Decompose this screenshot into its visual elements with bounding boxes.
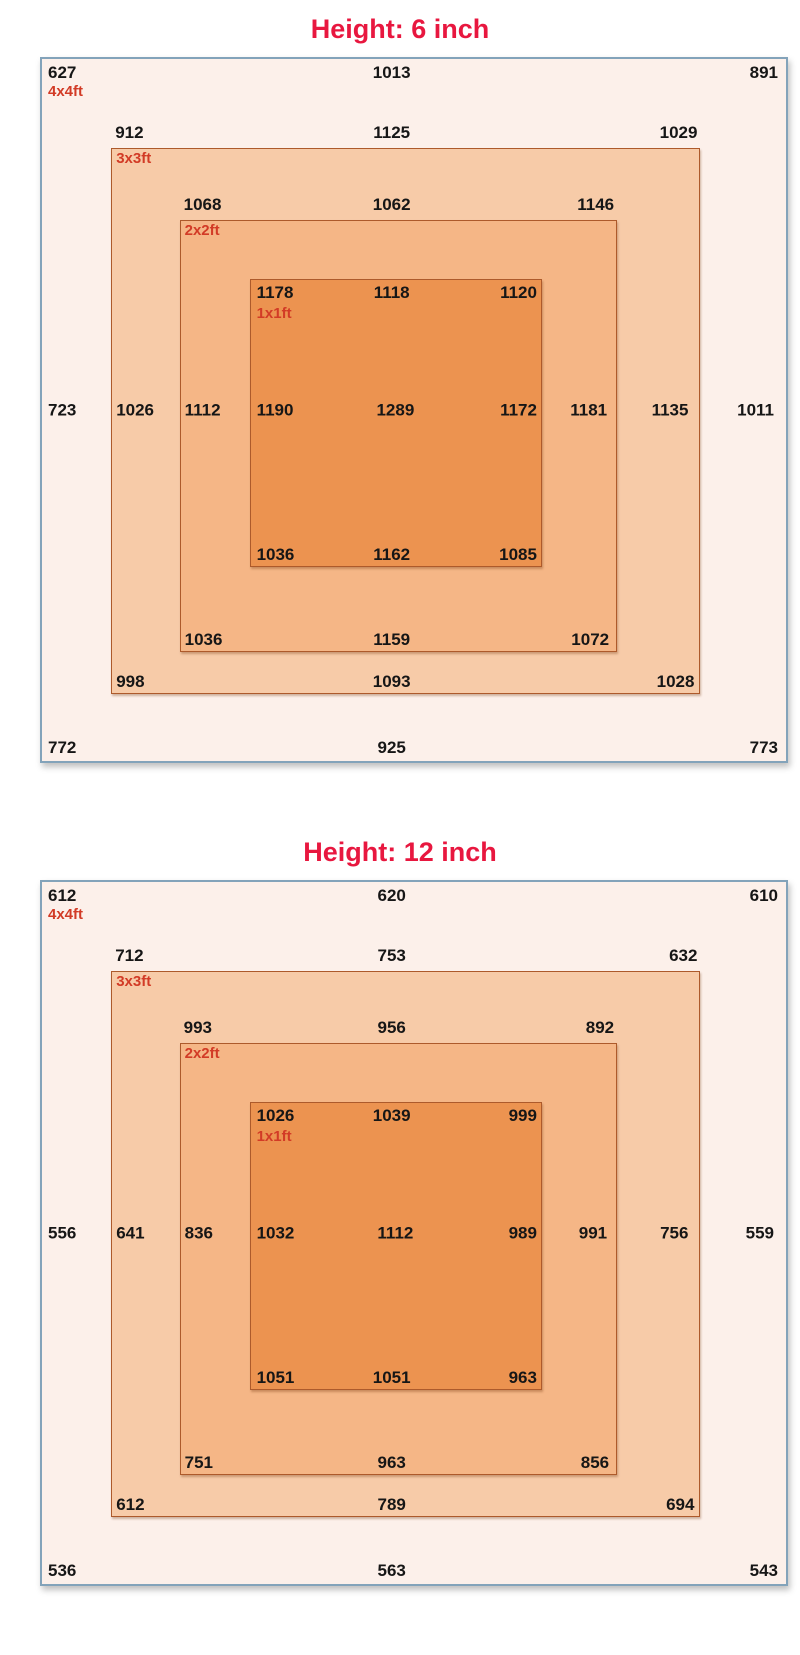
area-label-4x4ft: 4x4ft xyxy=(48,83,84,100)
ppfd-value: 1112 xyxy=(184,400,221,420)
ppfd-value: 1039 xyxy=(372,1106,411,1126)
area-label-3x3ft: 3x3ft xyxy=(116,973,152,991)
ppfd-value: 891 xyxy=(749,63,778,82)
ppfd-value: 753 xyxy=(377,946,406,966)
area-label-4x4ft: 4x4ft xyxy=(48,906,84,923)
par-map-figure-6inch: Height: 6 inch 4x4ft 3x3ft 2x2ft 1x1ft 6… xyxy=(0,14,800,763)
ppfd-value: 612 xyxy=(116,1494,145,1514)
area-label-2x2ft: 2x2ft xyxy=(184,1044,220,1062)
ppfd-value: 632 xyxy=(669,946,698,966)
ppfd-value: 1036 xyxy=(256,545,295,565)
par-map-4x4ft-area: 4x4ft 3x3ft 2x2ft 1x1ft 612 620 610 712 … xyxy=(40,880,788,1586)
ppfd-value: 912 xyxy=(115,123,144,143)
ppfd-value: 772 xyxy=(48,738,77,757)
ppfd-value: 1125 xyxy=(373,123,411,143)
ppfd-value: 1068 xyxy=(183,194,222,214)
ppfd-value: 993 xyxy=(183,1017,212,1037)
ppfd-value-center: 1112 xyxy=(377,1223,414,1243)
ppfd-value: 991 xyxy=(578,1223,608,1243)
area-label-1x1ft: 1x1ft xyxy=(256,1128,292,1146)
ppfd-value: 999 xyxy=(508,1106,537,1126)
ppfd-value: 1051 xyxy=(256,1368,295,1388)
ppfd-value: 694 xyxy=(666,1494,695,1514)
ppfd-value: 559 xyxy=(745,1223,774,1243)
ppfd-value-center: 1289 xyxy=(376,400,415,420)
ppfd-value: 1011 xyxy=(737,400,774,420)
ppfd-value: 620 xyxy=(377,886,406,905)
ppfd-value: 1072 xyxy=(571,630,610,650)
ppfd-value: 1013 xyxy=(372,63,411,82)
ppfd-value: 856 xyxy=(580,1453,610,1473)
ppfd-value: 1135 xyxy=(651,400,689,420)
ppfd-value: 712 xyxy=(115,946,144,966)
ppfd-value: 1085 xyxy=(499,545,537,565)
ppfd-value: 543 xyxy=(749,1561,778,1580)
area-label-1x1ft: 1x1ft xyxy=(256,305,292,323)
ppfd-value: 1181 xyxy=(570,400,608,420)
ppfd-value: 563 xyxy=(377,1561,406,1580)
ppfd-value: 956 xyxy=(377,1017,406,1037)
ppfd-value: 756 xyxy=(660,1223,689,1243)
ppfd-value: 1026 xyxy=(116,400,155,420)
area-region-1x1ft xyxy=(249,1102,542,1391)
ppfd-value: 536 xyxy=(48,1561,77,1580)
ppfd-value: 963 xyxy=(377,1453,406,1473)
ppfd-value: 1178 xyxy=(256,283,294,303)
ppfd-value: 1190 xyxy=(256,400,294,420)
figure-title: Height: 12 inch xyxy=(303,837,497,867)
ppfd-value: 836 xyxy=(184,1223,213,1243)
area-label-3x3ft: 3x3ft xyxy=(116,150,152,168)
figure-title: Height: 6 inch xyxy=(310,14,490,44)
ppfd-value: 1159 xyxy=(373,630,411,650)
par-map-4x4ft-area: 4x4ft 3x3ft 2x2ft 1x1ft 627 1013 891 912… xyxy=(40,57,788,763)
ppfd-value: 1036 xyxy=(184,630,223,650)
par-map-figure-12inch: Height: 12 inch 4x4ft 3x3ft 2x2ft 1x1ft … xyxy=(0,837,800,1586)
ppfd-value: 789 xyxy=(377,1494,406,1514)
ppfd-value: 925 xyxy=(377,738,406,757)
ppfd-value: 1026 xyxy=(256,1106,295,1126)
ppfd-value: 751 xyxy=(184,1453,213,1473)
area-region-1x1ft xyxy=(249,279,542,568)
ppfd-value: 1029 xyxy=(659,123,698,143)
ppfd-value: 610 xyxy=(749,886,778,905)
ppfd-value: 892 xyxy=(585,1017,615,1037)
ppfd-value: 612 xyxy=(48,886,77,905)
ppfd-value: 1162 xyxy=(373,545,411,565)
ppfd-value: 1120 xyxy=(500,283,537,303)
ppfd-value: 1028 xyxy=(656,671,695,691)
ppfd-value: 627 xyxy=(48,63,77,82)
ppfd-value: 1146 xyxy=(577,194,615,214)
ppfd-value: 963 xyxy=(508,1368,537,1388)
ppfd-value: 1032 xyxy=(256,1223,295,1243)
ppfd-value: 641 xyxy=(116,1223,145,1243)
ppfd-value: 998 xyxy=(116,671,145,691)
ppfd-value: 1172 xyxy=(500,400,537,420)
ppfd-value: 1062 xyxy=(372,194,411,214)
ppfd-value: 1051 xyxy=(372,1368,411,1388)
ppfd-value: 556 xyxy=(48,1223,77,1243)
ppfd-value: 1118 xyxy=(373,283,410,303)
ppfd-value: 773 xyxy=(749,738,778,757)
area-label-2x2ft: 2x2ft xyxy=(184,221,220,239)
ppfd-value: 989 xyxy=(508,1223,537,1243)
ppfd-value: 723 xyxy=(48,400,77,420)
ppfd-value: 1093 xyxy=(372,671,411,691)
